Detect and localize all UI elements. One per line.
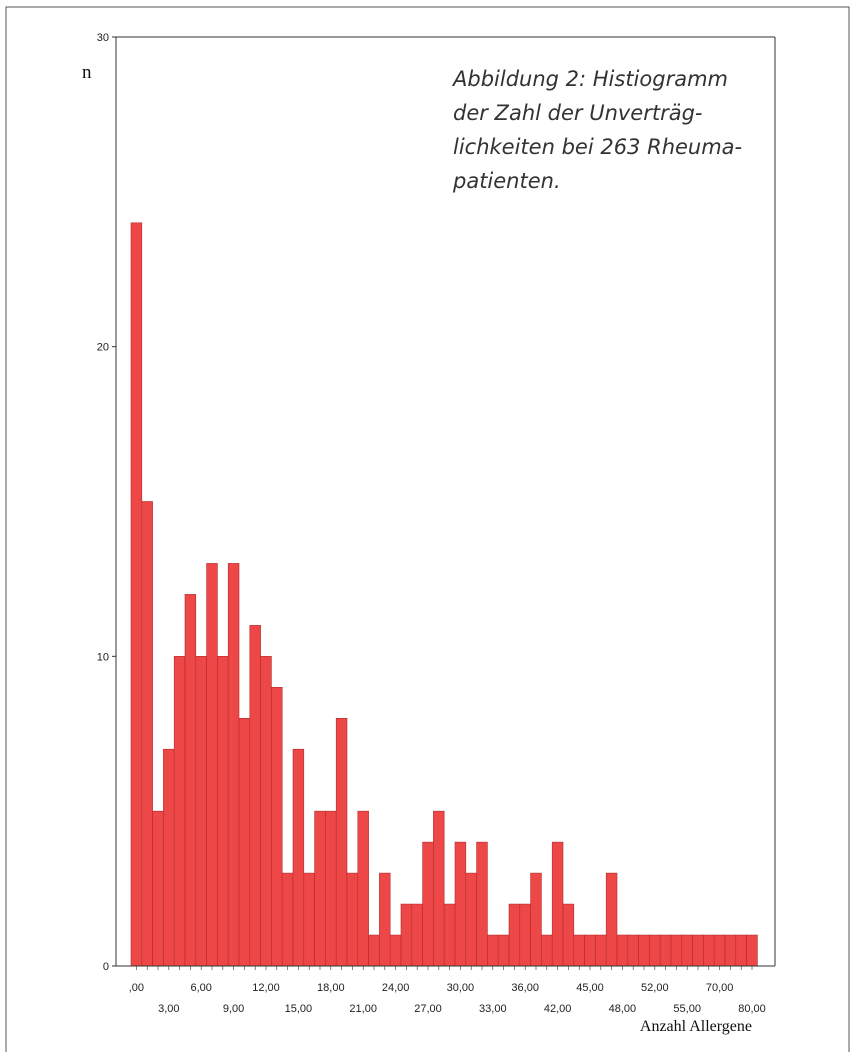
x-tick-label: 52,00 (641, 982, 669, 994)
histogram-bar (206, 563, 218, 967)
histogram-bar (659, 934, 672, 967)
histogram-bar (303, 872, 315, 967)
histogram-bar (476, 841, 488, 967)
y-tick-label: 20 (97, 342, 109, 354)
x-tick-label: 70,00 (706, 982, 734, 994)
histogram-bar (541, 934, 553, 967)
histogram-bar (152, 810, 164, 967)
histogram-bar (487, 934, 499, 967)
histogram-bar (217, 656, 229, 967)
histogram-bar (368, 934, 380, 967)
histogram-bar (735, 934, 747, 967)
x-tick-label: 80,00 (738, 1003, 766, 1015)
histogram-bar (497, 934, 510, 967)
histogram-bar (724, 934, 737, 967)
histogram-bar (314, 810, 326, 967)
histogram-bar (411, 903, 423, 967)
histogram-bar (595, 934, 607, 967)
caption-line: lichkeiten bei 263 Rheuma- (453, 135, 743, 159)
histogram-bar (433, 810, 445, 967)
x-tick-label: 18,00 (317, 982, 345, 994)
x-tick-label: 27,00 (414, 1003, 442, 1015)
y-tick-label: 30 (97, 32, 109, 44)
histogram-bar (508, 903, 521, 967)
histogram-bar (519, 903, 531, 967)
x-tick-label: 15,00 (285, 1003, 313, 1015)
histogram-bar (346, 872, 359, 967)
x-tick-label: 24,00 (382, 982, 410, 994)
histogram-bar (379, 872, 391, 967)
bars-group (130, 222, 758, 967)
chart-caption: Abbildung 2: Histiogramm der Zahl der Un… (453, 62, 759, 198)
x-tick-label: 33,00 (479, 1003, 507, 1015)
histogram-bar (692, 934, 704, 967)
histogram-bar (389, 934, 402, 967)
x-tick-label: ,00 (129, 982, 144, 994)
histogram-bar (184, 594, 197, 967)
x-tick-label: 30,00 (447, 982, 475, 994)
histogram-bar (746, 934, 758, 967)
x-tick-label: 21,00 (349, 1003, 377, 1015)
histogram-bar (130, 222, 143, 967)
histogram-bar (238, 717, 251, 967)
histogram-bar (562, 903, 575, 967)
caption-line: patienten. (453, 169, 561, 193)
histogram-bar (271, 686, 283, 967)
histogram-bar (249, 625, 261, 967)
caption-line: der Zahl der Unverträg- (453, 101, 703, 125)
histogram-bar (163, 748, 175, 967)
histogram-bar (627, 934, 639, 967)
histogram-bar (465, 872, 477, 967)
x-tick-label: 45,00 (576, 982, 604, 994)
x-tick-label: 42,00 (544, 1003, 572, 1015)
x-tick-label: 48,00 (609, 1003, 637, 1015)
histogram-bar (227, 563, 240, 967)
histogram-bar (670, 934, 683, 967)
histogram-bar (400, 903, 413, 967)
histogram-bar (292, 748, 305, 967)
histogram-bar (335, 717, 348, 967)
histogram-bar (195, 656, 207, 967)
histogram-bar (573, 934, 585, 967)
y-tick-label: 10 (97, 651, 109, 663)
histogram-bar (649, 934, 661, 967)
histogram-bar (454, 841, 467, 967)
histogram-bar (616, 934, 629, 967)
histogram-bar (141, 501, 153, 967)
histogram-bar (551, 841, 564, 967)
y-axis-title: n (82, 62, 92, 83)
histogram-bar (260, 656, 272, 967)
histogram-bar (584, 934, 596, 967)
histogram-bar (173, 656, 186, 967)
x-tick-label: 3,00 (158, 1003, 179, 1015)
histogram-bar (681, 934, 693, 967)
x-axis-title: Anzahl Allergene (640, 1018, 752, 1035)
histogram-bar (713, 934, 726, 967)
caption-line: Abbildung 2: Histiogramm (453, 67, 728, 91)
x-tick-label: 36,00 (511, 982, 539, 994)
x-tick-label: 6,00 (190, 982, 211, 994)
x-tick-label: 12,00 (252, 982, 280, 994)
x-tick-label: 55,00 (673, 1003, 701, 1015)
histogram-bar (638, 934, 650, 967)
histogram-bar (605, 872, 618, 967)
histogram-bar (281, 872, 294, 967)
histogram-bar (357, 810, 369, 967)
histogram-bar (325, 810, 337, 967)
x-tick-label: 9,00 (223, 1003, 244, 1015)
axes-group (115, 36, 776, 967)
y-tick-label: 0 (103, 961, 109, 973)
histogram-bar (703, 934, 715, 967)
histogram-bar (422, 841, 434, 967)
histogram-bar (530, 872, 542, 967)
histogram-bar (443, 903, 456, 967)
